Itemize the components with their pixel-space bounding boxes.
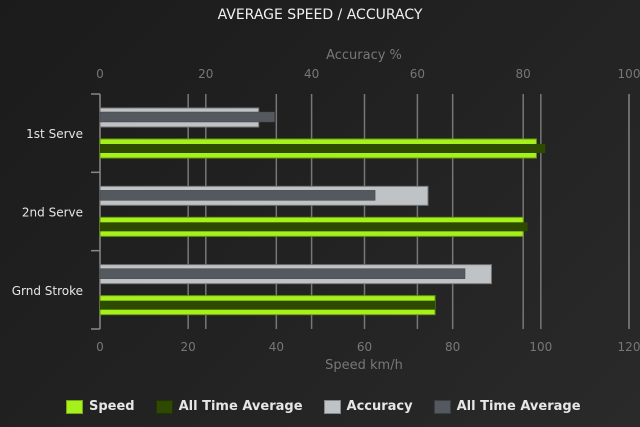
top-tick-label: 100: [618, 67, 640, 81]
bottom-tick-label: 60: [357, 340, 372, 354]
category-label: 2nd Serve: [22, 206, 83, 220]
top-tick-label: 80: [516, 67, 531, 81]
bottom-tick-label: 0: [96, 340, 104, 354]
category-label: Grnd Stroke: [12, 284, 83, 298]
legend-item-speed-average[interactable]: All Time Average: [155, 399, 303, 414]
bar-speed-average: [100, 300, 436, 310]
category-label: 1st Serve: [26, 127, 83, 141]
bottom-tick-label: 100: [529, 340, 552, 354]
legend-label: Accuracy: [346, 399, 413, 414]
legend-swatch: [433, 399, 451, 414]
top-tick-label: 60: [410, 67, 425, 81]
legend-item-accuracy[interactable]: Accuracy: [323, 399, 413, 414]
bottom-tick-label: 120: [618, 340, 640, 354]
legend-item-speed[interactable]: Speed: [66, 399, 135, 414]
legend-label: Speed: [89, 399, 135, 414]
bar-accuracy-average: [99, 111, 275, 123]
top-axis-title: Accuracy %: [326, 48, 402, 63]
legend-swatch: [66, 399, 83, 414]
chart-title: AVERAGE SPEED / ACCURACY: [217, 7, 423, 23]
bottom-axis-title: Speed km/h: [325, 358, 403, 373]
legend-label: All Time Average: [178, 399, 303, 414]
bar-accuracy-average: [99, 268, 466, 279]
bottom-tick-label: 20: [181, 340, 196, 354]
top-tick-label: 0: [96, 67, 104, 81]
top-tick-label: 20: [198, 67, 213, 81]
legend-label: All Time Average: [456, 399, 581, 414]
top-tick-label: 40: [304, 67, 319, 81]
bar-accuracy-average: [99, 190, 376, 201]
bar-speed-average: [100, 144, 546, 153]
legend-swatch: [155, 399, 173, 414]
legend: Speed All Time Average Accuracy All Time…: [66, 399, 602, 414]
legend-item-accuracy-average[interactable]: All Time Average: [433, 399, 581, 414]
legend-swatch: [323, 399, 341, 414]
bar-speed-average: [100, 222, 528, 232]
bottom-tick-label: 40: [269, 340, 284, 354]
bottom-tick-label: 80: [445, 340, 460, 354]
